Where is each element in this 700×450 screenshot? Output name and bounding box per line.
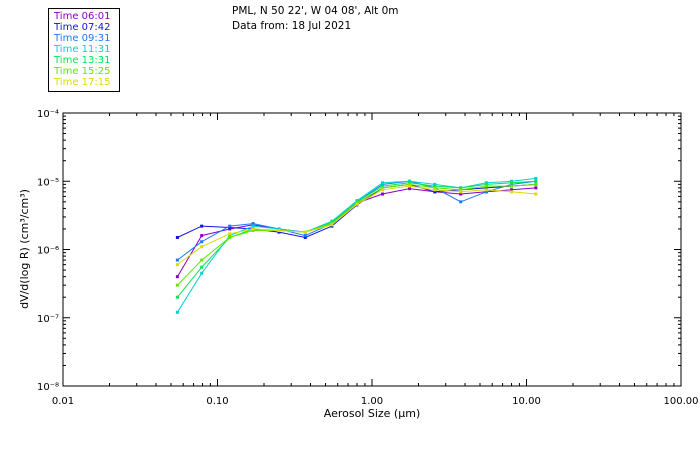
- data-point: [433, 184, 437, 188]
- data-point: [381, 182, 385, 186]
- data-point: [484, 188, 488, 192]
- data-point: [484, 182, 488, 186]
- data-point: [277, 227, 281, 231]
- data-point: [459, 186, 463, 190]
- data-point: [200, 240, 204, 244]
- legend-entry: Time 07:42: [54, 22, 111, 33]
- data-point: [200, 265, 204, 269]
- legend: Time 06:01 Time 07:42 Time 09:31 Time 11:31…: [48, 8, 120, 92]
- legend-entry: Time 09:31: [54, 33, 111, 44]
- x-axis: 0.01 0.10 1.00 10.00 100.00: [52, 113, 699, 407]
- data-point: [484, 190, 488, 194]
- data-point: [510, 181, 514, 185]
- data-point: [381, 186, 385, 190]
- data-point: [484, 186, 488, 190]
- data-point: [459, 190, 463, 194]
- data-point: [175, 258, 179, 262]
- y-axis: 10⁻⁸ 10⁻⁷ 10⁻⁶ 10⁻⁵ 10⁻⁴: [37, 109, 681, 393]
- data-point: [251, 227, 255, 231]
- data-point: [510, 184, 514, 188]
- series-line: [177, 180, 536, 298]
- legend-entry: Time 15:25: [54, 66, 111, 77]
- y-axis-label: dV/d(log R) (cm³/cm³): [18, 189, 31, 309]
- data-point: [251, 224, 255, 228]
- data-point: [330, 223, 334, 227]
- data-point: [510, 190, 514, 194]
- data-point: [303, 234, 307, 238]
- data-point: [510, 179, 514, 183]
- data-point: [534, 182, 538, 186]
- data-point: [408, 179, 412, 183]
- series-line: [177, 180, 536, 261]
- y-tick-label: 10⁻⁶: [37, 246, 59, 257]
- data-point: [228, 234, 232, 238]
- data-point: [433, 188, 437, 192]
- data-point: [277, 230, 281, 234]
- data-point: [459, 200, 463, 204]
- data-point: [534, 176, 538, 180]
- data-point: [408, 184, 412, 188]
- plot-frame: [62, 112, 682, 387]
- data-point: [408, 181, 412, 185]
- legend-entry: Time 11:31: [54, 44, 111, 55]
- y-tick-label: 10⁻⁴: [37, 109, 59, 120]
- series-line: [176, 177, 536, 313]
- data-point: [200, 258, 204, 262]
- data-point: [175, 235, 179, 239]
- data-point: [277, 228, 281, 232]
- data-point: [534, 192, 538, 196]
- legend-entry: Time 13:31: [54, 55, 111, 66]
- data-point: [175, 275, 179, 279]
- data-point: [534, 179, 538, 183]
- chart-header: PML, N 50 22', W 04 08', Alt 0m Data fro…: [232, 4, 399, 34]
- data-point: [510, 188, 514, 192]
- data-point: [303, 235, 307, 239]
- date-text: Data from: 18 Jul 2021: [232, 20, 352, 32]
- data-point: [175, 263, 179, 267]
- data-point: [433, 190, 437, 194]
- data-point: [200, 234, 204, 238]
- data-point: [228, 235, 232, 239]
- x-tick-label: 1.00: [361, 396, 383, 407]
- y-tick-label: 10⁻⁷: [37, 314, 59, 325]
- data-point: [459, 188, 463, 192]
- data-point: [200, 271, 204, 275]
- data-point: [381, 188, 385, 192]
- data-point: [484, 184, 488, 188]
- y-tick-label: 10⁻⁸: [37, 382, 59, 393]
- legend-entry: Time 06:01: [54, 11, 111, 22]
- data-point: [175, 310, 179, 314]
- x-tick-label: 0.10: [206, 396, 228, 407]
- data-point: [200, 245, 204, 249]
- data-point: [381, 184, 385, 188]
- data-point: [433, 182, 437, 186]
- data-point: [433, 186, 437, 190]
- data-point: [408, 182, 412, 186]
- data-point: [355, 202, 359, 206]
- data-point: [175, 295, 179, 299]
- data-point: [408, 187, 412, 191]
- data-point: [459, 192, 463, 196]
- data-point: [175, 283, 179, 287]
- data-point: [303, 230, 307, 234]
- y-tick-label: 10⁻⁵: [37, 177, 59, 188]
- data-point: [534, 186, 538, 190]
- data-point: [510, 182, 514, 186]
- data-point: [381, 181, 385, 185]
- x-tick-label: 10.00: [512, 396, 541, 407]
- location-text: PML, N 50 22', W 04 08', Alt 0m: [232, 5, 399, 17]
- data-point: [484, 181, 488, 185]
- data-point: [228, 232, 232, 236]
- legend-entry: Time 17:15: [54, 77, 111, 88]
- data-point: [200, 224, 204, 228]
- x-tick-label: 100.00: [664, 396, 699, 407]
- data-point: [251, 222, 255, 226]
- x-tick-label: 0.01: [52, 396, 74, 407]
- data-point: [251, 228, 255, 232]
- series-group: [175, 176, 538, 314]
- x-axis-label: Aerosol Size (µm): [324, 407, 421, 420]
- data-point: [228, 224, 232, 228]
- data-point: [381, 192, 385, 196]
